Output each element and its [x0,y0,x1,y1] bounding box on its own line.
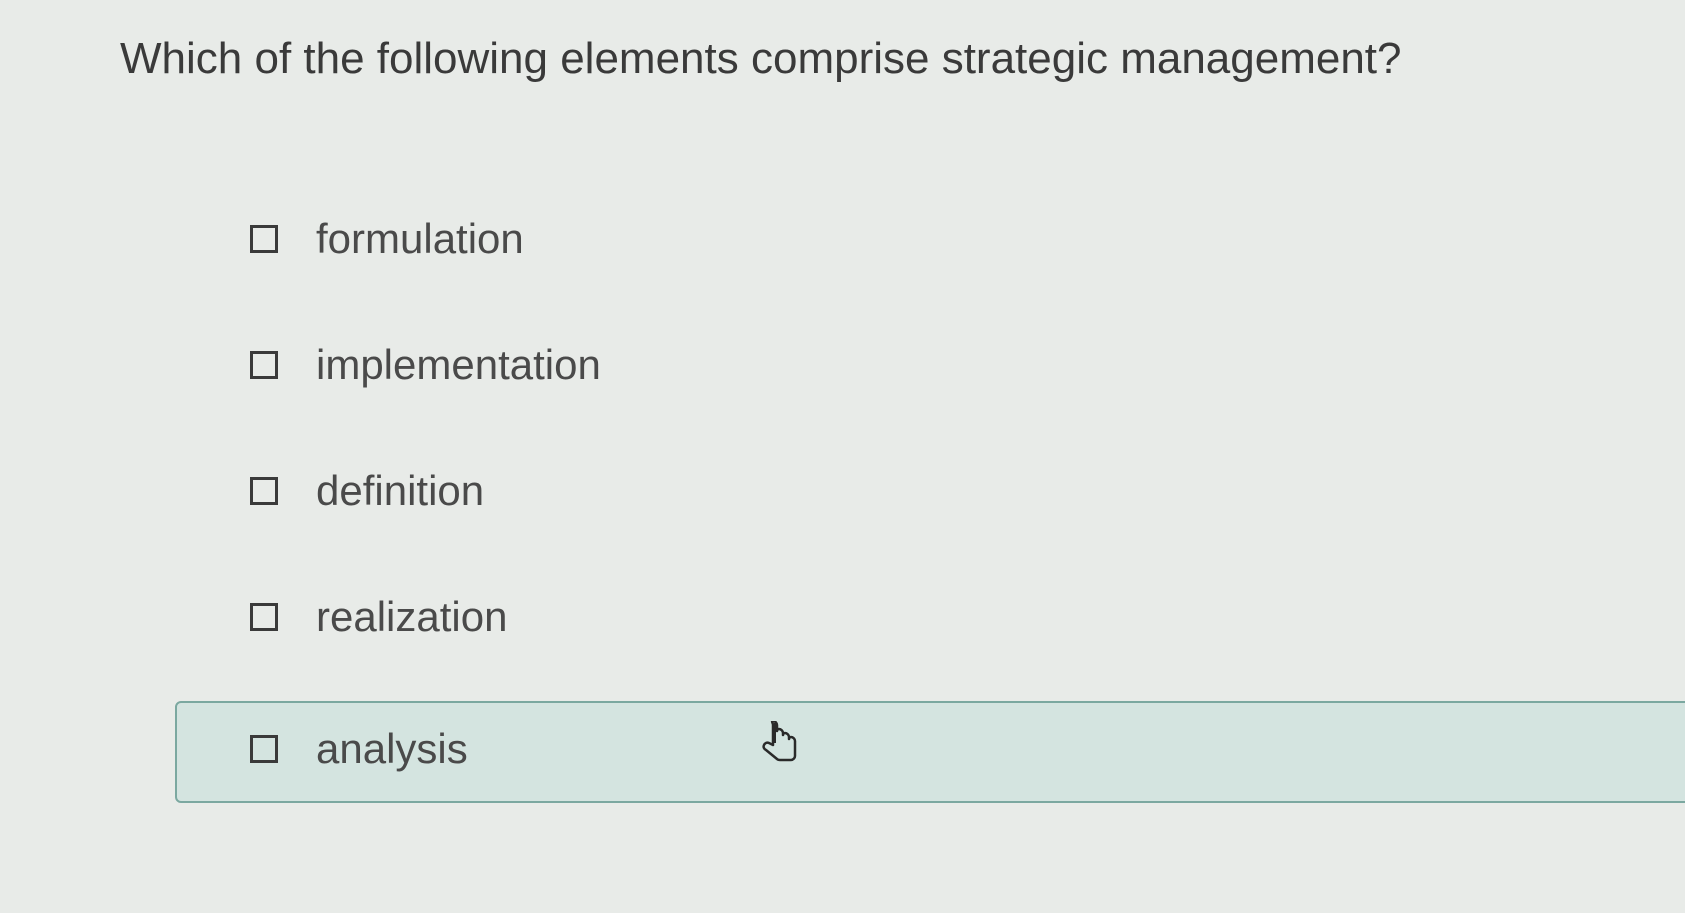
checkbox-icon[interactable] [250,225,278,253]
quiz-container: Which of the following elements comprise… [0,30,1685,803]
pointer-cursor-icon [757,721,801,776]
option-label: analysis [316,725,468,773]
option-label: implementation [316,341,601,389]
option-implementation[interactable]: implementation [250,323,1685,407]
checkbox-icon[interactable] [250,735,278,763]
option-formulation[interactable]: formulation [250,197,1685,281]
checkbox-icon[interactable] [250,351,278,379]
option-label: formulation [316,215,524,263]
checkbox-icon[interactable] [250,603,278,631]
option-analysis[interactable]: analysis [175,701,1685,803]
question-text: Which of the following elements comprise… [120,30,1685,87]
option-realization[interactable]: realization [250,575,1685,659]
option-label: definition [316,467,484,515]
option-label: realization [316,593,507,641]
options-list: formulation implementation definition re… [120,197,1685,803]
option-definition[interactable]: definition [250,449,1685,533]
checkbox-icon[interactable] [250,477,278,505]
